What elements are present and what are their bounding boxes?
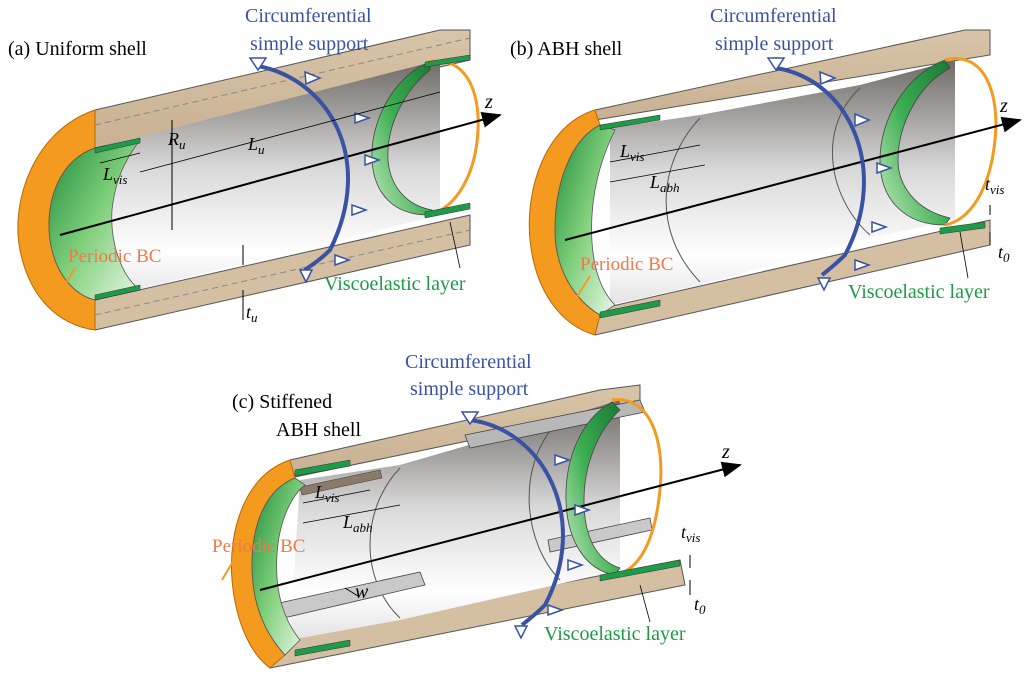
panel-c-tvis-label: tvis xyxy=(681,522,700,545)
panel-b-z-axis xyxy=(564,116,1022,241)
panel-c-bc-label: Periodic BC xyxy=(212,536,305,557)
panel-b-support-curve xyxy=(775,66,866,277)
panel-b-t0-label: t0 xyxy=(998,242,1010,265)
panel-c-stiffened-abh-shell: z (c) Stiffened ABH shell Circumferentia… xyxy=(212,351,742,669)
panel-b-support-line2: simple support xyxy=(715,33,834,55)
panel-b-title: (b) ABH shell xyxy=(510,38,623,60)
panel-c-vis-length-label: Lvis xyxy=(314,482,339,505)
panel-b-support-line1: Circumferential xyxy=(710,5,837,27)
panel-b-vis-length-label: Lvis xyxy=(619,141,644,164)
panel-c-title-line2: ABH shell xyxy=(276,419,361,441)
panel-c-title-line1: (c) Stiffened xyxy=(232,391,332,413)
panel-a-layer-label: Viscoelastic layer xyxy=(324,273,466,295)
panel-c-t0-label: t0 xyxy=(694,594,706,617)
panel-c-layer-label: Viscoelastic layer xyxy=(544,623,686,645)
panel-a-axis-label: z xyxy=(484,91,493,113)
panel-a-support-line2: simple support xyxy=(250,33,369,55)
panel-a-vis-length-label: Lvis xyxy=(102,164,127,187)
panel-a-thickness-label: tu xyxy=(246,302,258,325)
panel-b-tvis-label: tvis xyxy=(985,174,1004,197)
panel-a-length-label: Lu xyxy=(247,134,265,157)
panel-c-axis-label: z xyxy=(721,441,730,463)
panel-a-z-axis xyxy=(59,112,502,236)
panel-c-left-green-layer xyxy=(251,477,306,656)
panel-a-uniform-shell: z (a) Uniform shell Circumferential simp… xyxy=(8,5,502,331)
panel-a-support-line1: Circumferential xyxy=(245,5,372,27)
panel-a-radius-label: Ru xyxy=(167,129,186,152)
panel-c-abh-length-label: Labh xyxy=(342,512,373,535)
panel-c-support-line2: simple support xyxy=(410,378,529,400)
panel-a-inner-bore xyxy=(95,60,440,300)
panel-c-z-axis xyxy=(259,461,742,591)
panel-a-bc-label: Periodic BC xyxy=(68,246,161,267)
panel-a-support-curve xyxy=(257,64,350,272)
panel-b-abh-length-label: Labh xyxy=(649,172,680,195)
panel-c-support-curve xyxy=(469,418,565,627)
panel-c-support-line1: Circumferential xyxy=(405,351,532,373)
panel-c-width-label: w xyxy=(355,581,369,603)
panel-a-title: (a) Uniform shell xyxy=(8,38,147,60)
panel-b-axis-label: z xyxy=(999,95,1008,117)
panel-b-abh-shell: z (b) ABH shell Circumferential simple s… xyxy=(510,5,1022,336)
panel-b-bc-label: Periodic BC xyxy=(580,254,673,275)
panel-b-layer-label: Viscoelastic layer xyxy=(848,281,990,303)
